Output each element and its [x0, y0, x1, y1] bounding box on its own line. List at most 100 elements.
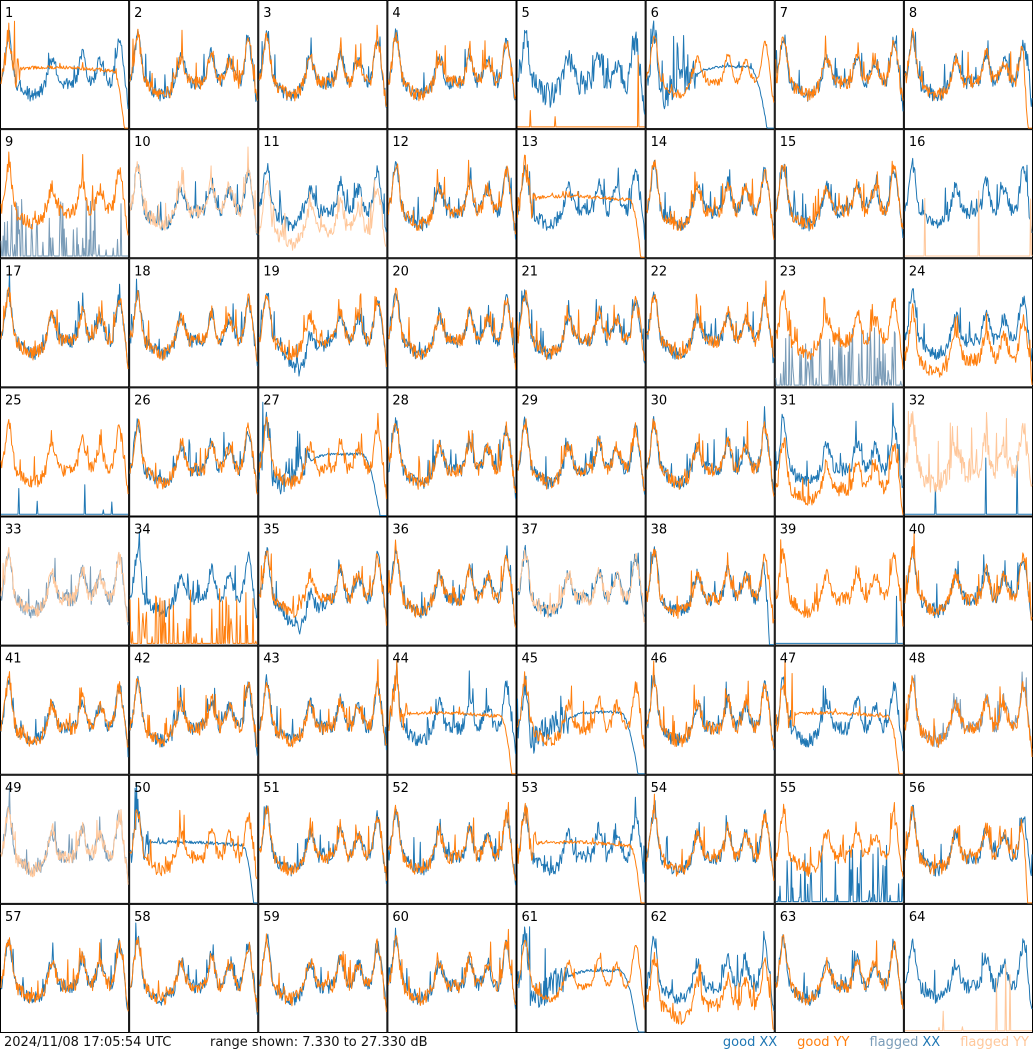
series-yy-line: [904, 675, 1033, 758]
panel-number: 5: [522, 6, 530, 21]
panel-frame: [258, 0, 388, 130]
series-yy-line: [0, 806, 129, 885]
series-xx-line: [775, 402, 904, 489]
series-yy-line: [904, 532, 1033, 621]
panel-42: 42: [129, 645, 259, 775]
panel-27: 27: [258, 387, 388, 517]
series-yy-line: [129, 588, 258, 644]
panel-frame: [0, 387, 130, 517]
panel-62: 62: [645, 903, 775, 1033]
panel-number: 43: [263, 652, 280, 667]
panel-number: 13: [522, 135, 539, 150]
panel-number: 37: [522, 523, 539, 538]
panel-60: 60: [387, 903, 517, 1033]
series-xx-line: [517, 29, 646, 115]
series-yy-line: [387, 32, 516, 102]
panel-frame: [645, 645, 775, 775]
panel-frame: [129, 774, 259, 904]
panel-41: 41: [0, 645, 130, 775]
panel-61: 61: [516, 903, 646, 1033]
series-yy-line: [904, 806, 1032, 904]
panel-frame: [774, 516, 904, 646]
panel-number: 8: [909, 6, 917, 21]
series-xx-line: [646, 20, 774, 129]
series-yy-line: [258, 293, 387, 368]
series-yy-line: [775, 802, 904, 877]
panel-number: 14: [651, 135, 668, 150]
series-yy-line: [387, 539, 516, 628]
panel-50: 50: [129, 774, 259, 904]
panel-number: 39: [780, 523, 797, 538]
series-xx-line: [646, 930, 775, 1011]
series-yy-line: [387, 287, 516, 370]
series-yy-line: [775, 289, 904, 370]
panel-number: 28: [392, 393, 409, 408]
panel-30: 30: [645, 387, 775, 517]
series-xx-line: [517, 926, 645, 1033]
panel-24: 24: [903, 258, 1033, 388]
series-yy-line: [258, 179, 387, 251]
series-yy-line: [258, 550, 387, 626]
footer-bar: 2024/11/08 17:05:54 UTC range shown: 7.3…: [0, 1033, 1033, 1053]
series-yy-line: [646, 548, 775, 624]
panel-number: 44: [392, 652, 409, 667]
panel-frame: [774, 903, 904, 1033]
panel-22: 22: [645, 258, 775, 388]
panel-46: 46: [645, 645, 775, 775]
series-xx-line: [258, 163, 387, 233]
legend-quality-label: flagged: [869, 1035, 919, 1050]
series-yy-line: [387, 928, 516, 1006]
panel-number: 36: [392, 523, 409, 538]
panel-59: 59: [258, 903, 388, 1033]
series-xx-line: [387, 659, 516, 754]
panel-45: 45: [516, 645, 646, 775]
series-yy-line: [0, 20, 129, 129]
series-xx-line: [0, 677, 129, 758]
panel-frame: [0, 0, 130, 130]
panel-58: 58: [129, 903, 259, 1033]
series-xx-line: [517, 416, 646, 495]
panel-6: 6: [645, 0, 775, 130]
panel-number: 41: [5, 652, 22, 667]
panel-frame: [129, 903, 259, 1033]
panel-number: 40: [909, 523, 926, 538]
panel-number: 23: [780, 264, 797, 279]
panel-frame: [387, 387, 517, 517]
panel-31: 31: [774, 387, 904, 517]
panel-25: 25: [0, 387, 130, 517]
panel-11: 11: [258, 129, 388, 259]
panel-64: 64: [903, 903, 1033, 1033]
panel-9: 9: [0, 129, 130, 259]
panel-number: 51: [263, 781, 280, 796]
panel-21: 21: [516, 258, 646, 388]
panel-number: 64: [909, 910, 926, 925]
series-yy-line: [904, 303, 1033, 386]
panel-frame: [0, 903, 130, 1033]
series-yy-line: [517, 54, 645, 128]
panel-43: 43: [258, 645, 388, 775]
panel-number: 56: [909, 781, 926, 796]
series-yy-line: [775, 658, 903, 775]
series-yy-line: [646, 660, 775, 749]
series-yy-line: [904, 963, 1032, 1032]
legend-quality-label: flagged: [960, 1035, 1010, 1050]
panel-15: 15: [774, 129, 904, 259]
panel-frame: [516, 0, 646, 130]
panel-frame: [387, 129, 517, 259]
series-yy-line: [0, 419, 129, 495]
panel-49: 49: [0, 774, 130, 904]
panel-frame: [645, 0, 775, 130]
panel-17: 17: [0, 258, 130, 388]
legend-polarization-label: YY: [1013, 1035, 1029, 1050]
series-yy-line: [387, 159, 516, 235]
series-yy-line: [387, 801, 516, 881]
range-shown-text: range shown: 7.330 to 27.330 dB: [210, 1035, 428, 1050]
panel-12: 12: [387, 129, 517, 259]
series-yy-line: [129, 678, 258, 748]
legend-item-good-yy: good YY: [797, 1035, 849, 1050]
panel-number: 45: [522, 652, 539, 667]
series-yy-line: [775, 437, 904, 515]
series-yy-line: [258, 412, 387, 499]
legend-polarization-label: XX: [922, 1035, 941, 1050]
panel-frame: [387, 774, 517, 904]
